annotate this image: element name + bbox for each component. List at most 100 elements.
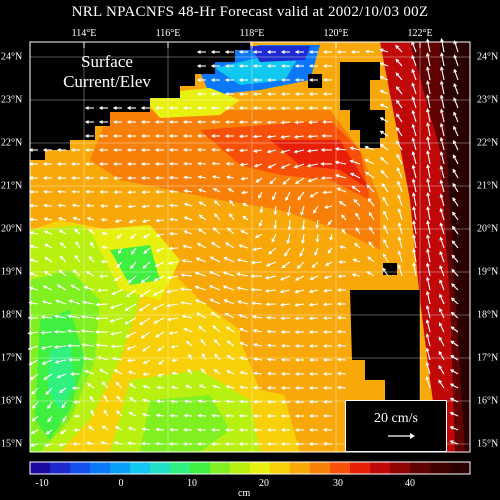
current-vector-head (224, 92, 229, 96)
current-vector-head (131, 250, 135, 255)
current-vector-head (367, 197, 372, 202)
lon-label: 116°E (155, 28, 181, 39)
current-vectors (27, 38, 459, 448)
current-vector-head (171, 358, 176, 363)
current-vector-head (322, 441, 327, 446)
current-vector-head (238, 413, 244, 418)
current-vector (395, 72, 403, 81)
current-vector (426, 362, 431, 375)
current-vector-head (85, 203, 90, 208)
current-vector-head (62, 418, 66, 423)
current-vector-head (71, 203, 76, 208)
current-vector (438, 351, 445, 361)
current-vector (299, 247, 305, 257)
current-vector (129, 383, 137, 389)
current-vector-head (308, 414, 313, 418)
current-vector-head (210, 428, 216, 432)
current-vector-head (266, 371, 272, 376)
current-vector-head (426, 178, 430, 183)
current-vector (339, 201, 347, 207)
current-vector (168, 317, 179, 321)
current-vector (350, 173, 361, 179)
current-vector-head (139, 293, 144, 298)
current-vector (99, 369, 109, 375)
current-vector-head (152, 292, 157, 296)
current-vector-head (169, 427, 174, 432)
current-vector (72, 204, 81, 207)
current-vector-head (280, 372, 285, 376)
current-vector (438, 379, 445, 389)
current-vector-head (329, 236, 334, 241)
current-vector-head (155, 218, 160, 223)
current-vector-head (322, 190, 327, 195)
current-vector-head (155, 427, 160, 432)
current-vector (196, 257, 207, 263)
current-vector-head (440, 52, 444, 57)
current-vector-head (308, 330, 313, 334)
current-vector-head (280, 149, 285, 154)
current-vector (411, 69, 417, 81)
current-vector (195, 272, 207, 277)
current-vector (210, 256, 221, 263)
current-vector (96, 344, 109, 347)
current-vector-head (239, 148, 244, 153)
current-vector-head (168, 106, 173, 110)
current-vector (316, 219, 319, 228)
current-vector (195, 286, 207, 291)
current-vector-head (196, 243, 201, 247)
current-vector-head (182, 106, 187, 110)
current-vector (452, 226, 459, 235)
current-vector (325, 205, 333, 209)
current-vector (353, 199, 361, 207)
current-vector-head (97, 356, 102, 360)
current-vector-head (266, 92, 271, 96)
current-vector-head (411, 151, 416, 156)
current-vector-head (182, 148, 187, 152)
current-vector-head (170, 344, 175, 349)
current-vector (98, 289, 109, 292)
current-vector-head (127, 279, 132, 284)
current-vector-head (439, 207, 444, 213)
current-vector (115, 382, 123, 389)
current-vector-head (56, 148, 61, 152)
current-vector (383, 239, 389, 249)
current-vector-head (57, 203, 62, 208)
current-vector (126, 289, 137, 297)
current-vector-head (266, 50, 271, 54)
current-vector-head (70, 148, 75, 152)
current-vector-head (112, 162, 117, 166)
current-vector-head (296, 265, 301, 269)
current-vector (323, 303, 333, 306)
current-vector-head (280, 414, 285, 418)
current-vector-head (141, 219, 147, 224)
current-vector-head (127, 176, 132, 180)
current-vector-head (195, 257, 200, 261)
current-vector (226, 400, 235, 403)
colorbar-tick-label: 0 (118, 478, 124, 489)
current-vector (213, 369, 221, 375)
current-vector-head (284, 252, 288, 257)
current-vector (197, 243, 207, 249)
current-vector-head (126, 162, 131, 166)
current-vector (73, 217, 81, 221)
current-vector-head (103, 409, 108, 414)
current-vector (30, 258, 39, 263)
current-vector (239, 328, 249, 333)
current-vector (114, 275, 123, 282)
current-vector-head (439, 94, 444, 99)
current-vector-head (129, 265, 134, 270)
current-vector-head (200, 368, 205, 373)
current-vector-head (439, 108, 444, 113)
current-vector (82, 344, 95, 347)
current-vector-head (142, 234, 147, 239)
current-vector-head (323, 275, 328, 280)
current-vector-head (109, 331, 114, 336)
current-vector (272, 191, 277, 200)
current-vector (285, 191, 291, 201)
current-vector-head (155, 334, 160, 338)
current-vector (237, 259, 249, 263)
current-vector (380, 48, 389, 53)
current-vector-head (294, 78, 299, 82)
current-vector (212, 325, 221, 333)
colorbar-swatch (450, 462, 471, 474)
